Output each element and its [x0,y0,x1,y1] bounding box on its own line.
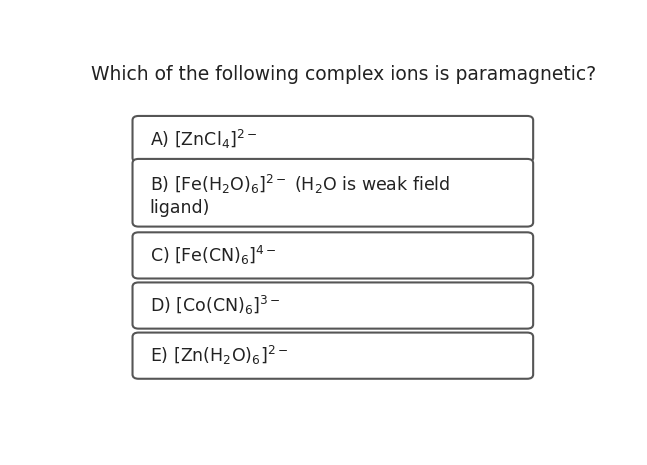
Text: C) [Fe(CN)$_{6}$]$^{4-}$: C) [Fe(CN)$_{6}$]$^{4-}$ [149,244,276,267]
Text: E) [Zn(H$_{2}$O)$_{6}$]$^{2-}$: E) [Zn(H$_{2}$O)$_{6}$]$^{2-}$ [149,344,288,367]
FancyBboxPatch shape [133,116,533,162]
Text: A) [ZnCl$_{4}$]$^{2-}$: A) [ZnCl$_{4}$]$^{2-}$ [149,127,257,151]
FancyBboxPatch shape [133,332,533,379]
Text: D) [Co(CN)$_{6}$]$^{3-}$: D) [Co(CN)$_{6}$]$^{3-}$ [149,294,280,317]
FancyBboxPatch shape [133,282,533,329]
Text: B) [Fe(H$_{2}$O)$_{6}$]$^{2-}$ (H$_{2}$O is weak field: B) [Fe(H$_{2}$O)$_{6}$]$^{2-}$ (H$_{2}$O… [149,173,450,196]
Text: Which of the following complex ions is paramagnetic?: Which of the following complex ions is p… [91,65,596,84]
FancyBboxPatch shape [133,159,533,226]
FancyBboxPatch shape [133,232,533,279]
Text: ligand): ligand) [149,199,210,217]
